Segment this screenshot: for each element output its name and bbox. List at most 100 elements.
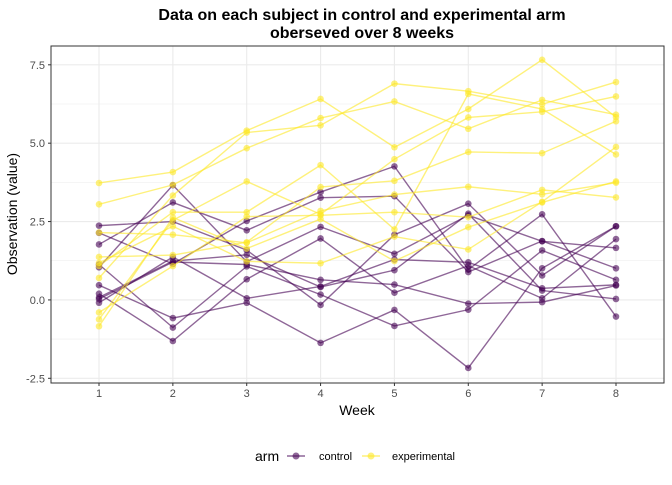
x-tick-label: 2 xyxy=(170,388,176,400)
y-axis: -2.5 0.0 2.5 5.0 7.5 xyxy=(26,60,51,385)
data-point xyxy=(317,183,324,191)
data-point xyxy=(317,259,324,267)
data-point xyxy=(243,144,251,152)
data-point xyxy=(243,178,251,185)
data-point xyxy=(317,223,324,231)
data-point xyxy=(391,289,398,297)
x-tick-label: 4 xyxy=(318,388,324,400)
data-point xyxy=(464,300,472,307)
data-point xyxy=(317,291,324,298)
data-point xyxy=(95,262,103,270)
data-point xyxy=(317,235,324,242)
data-point xyxy=(391,226,398,233)
data-point xyxy=(464,266,472,273)
data-point xyxy=(317,339,324,347)
data-point xyxy=(243,227,251,234)
legend-item-experimental: experimental xyxy=(362,451,455,463)
x-axis: 1 2 3 4 5 6 7 8 xyxy=(96,383,619,400)
data-point xyxy=(243,258,251,265)
data-point xyxy=(464,306,472,313)
data-point xyxy=(538,186,546,194)
data-point xyxy=(464,125,472,133)
data-point xyxy=(464,246,472,253)
data-point xyxy=(169,181,177,189)
data-point xyxy=(612,276,620,284)
series-line xyxy=(98,81,617,279)
legend-label-control: control xyxy=(319,451,352,463)
data-point xyxy=(391,155,398,163)
chart-title: Data on each subject in control and expe… xyxy=(158,7,565,24)
data-point xyxy=(464,105,472,113)
data-point xyxy=(169,324,177,331)
data-point xyxy=(464,148,472,156)
data-point xyxy=(612,179,620,186)
data-point xyxy=(538,101,546,108)
data-point xyxy=(391,177,398,185)
data-point xyxy=(169,199,177,206)
series-line xyxy=(98,212,617,300)
data-point xyxy=(317,276,324,284)
series-line xyxy=(98,165,617,317)
data-point xyxy=(391,80,398,87)
series-line xyxy=(98,58,617,184)
data-point xyxy=(95,294,103,301)
data-point xyxy=(391,191,398,198)
data-point xyxy=(169,231,177,239)
data-point xyxy=(317,194,324,202)
data-point xyxy=(391,322,398,330)
data-point xyxy=(464,183,472,191)
series-line xyxy=(98,189,617,314)
data-point xyxy=(612,235,620,243)
data-point xyxy=(464,223,472,231)
data-point xyxy=(169,222,177,230)
data-point xyxy=(538,238,546,245)
data-point xyxy=(95,179,103,187)
y-axis-title: Observation (value) xyxy=(4,153,20,275)
data-point xyxy=(612,117,620,125)
series-line xyxy=(98,95,617,320)
series-control xyxy=(95,235,620,345)
data-point xyxy=(391,281,398,288)
data-point xyxy=(391,306,398,314)
data-point xyxy=(243,295,251,302)
chart-subtitle: oberseved over 8 weeks xyxy=(270,25,454,42)
y-tick-label: -2.5 xyxy=(26,373,45,385)
series-line xyxy=(98,99,617,205)
data-point xyxy=(391,98,398,105)
series-line xyxy=(98,237,617,342)
series-line xyxy=(98,146,617,264)
data-point xyxy=(391,266,398,274)
data-point xyxy=(612,78,620,86)
data-point xyxy=(95,316,103,323)
series-line xyxy=(98,93,617,267)
series-experimental xyxy=(95,143,620,267)
data-point xyxy=(464,114,472,121)
series-line xyxy=(98,249,617,329)
data-point xyxy=(612,143,620,151)
x-tick-label: 8 xyxy=(613,388,619,400)
data-point xyxy=(612,151,620,158)
y-tick-label: 0.0 xyxy=(30,295,45,307)
series-experimental xyxy=(95,117,620,261)
plot-border xyxy=(50,45,665,384)
y-tick-label: 7.5 xyxy=(30,60,45,72)
series-line xyxy=(98,225,617,369)
data-point xyxy=(538,149,546,157)
y-tick-label: 2.5 xyxy=(30,217,45,229)
legend-item-control: control xyxy=(287,451,352,463)
plot-panel xyxy=(51,46,664,383)
data-point xyxy=(95,274,103,282)
data-point xyxy=(169,314,177,322)
series-line xyxy=(98,180,617,327)
series-layer xyxy=(95,56,620,372)
data-point xyxy=(612,281,620,289)
data-point xyxy=(243,245,251,252)
data-point xyxy=(243,251,251,259)
data-point xyxy=(538,298,546,306)
data-point xyxy=(391,163,398,170)
data-point xyxy=(169,216,177,224)
data-point xyxy=(391,233,398,240)
data-point xyxy=(95,281,103,289)
series-line xyxy=(98,120,617,258)
data-point xyxy=(391,208,398,216)
